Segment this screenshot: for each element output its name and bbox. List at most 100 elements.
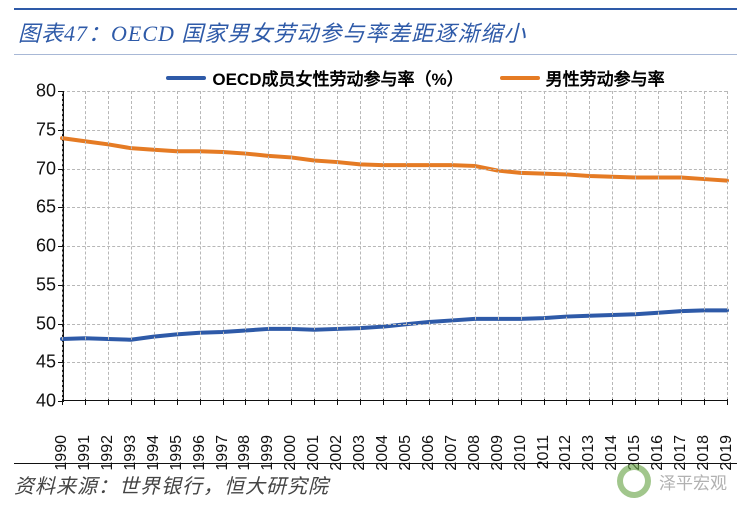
legend-item-male: 男性劳动参与率 <box>500 65 665 90</box>
gridline-horizontal <box>62 362 727 363</box>
watermark-icon <box>617 464 651 498</box>
x-tick-mark <box>452 399 453 405</box>
x-tick-mark <box>681 399 682 405</box>
x-tick-mark <box>85 399 86 405</box>
gridline-horizontal <box>62 169 727 170</box>
gridline-vertical <box>498 91 499 400</box>
x-tick-mark <box>383 399 384 405</box>
x-tick-label: 1994 <box>145 435 163 471</box>
gridline-vertical <box>452 91 453 400</box>
x-tick-label: 1996 <box>191 435 209 471</box>
x-tick-label: 2004 <box>374 435 392 471</box>
gridline-vertical <box>131 91 132 400</box>
gridline-horizontal <box>62 91 727 92</box>
gridline-horizontal <box>62 130 727 131</box>
gridline-vertical <box>681 91 682 400</box>
x-tick-label: 1998 <box>236 435 254 471</box>
x-tick-label: 2008 <box>466 435 484 471</box>
y-tick-label: 70 <box>14 158 56 179</box>
x-tick-label: 1995 <box>168 435 186 471</box>
gridline-vertical <box>154 91 155 400</box>
x-tick-mark <box>727 399 728 405</box>
x-tick-mark <box>406 399 407 405</box>
x-tick-mark <box>589 399 590 405</box>
legend-label-female: OECD成员女性劳动参与率（%） <box>212 65 463 90</box>
gridline-vertical <box>589 91 590 400</box>
x-tick-mark <box>566 399 567 405</box>
x-tick-label: 1993 <box>122 435 140 471</box>
gridline-horizontal <box>62 246 727 247</box>
gridline-vertical <box>108 91 109 400</box>
x-tick-label: 2003 <box>351 435 369 471</box>
gridline-vertical <box>223 91 224 400</box>
x-tick-label: 2009 <box>489 435 507 471</box>
x-tick-mark <box>268 399 269 405</box>
y-tick-mark <box>58 246 64 247</box>
x-tick-mark <box>291 399 292 405</box>
gridline-vertical <box>566 91 567 400</box>
gridline-vertical <box>245 91 246 400</box>
x-tick-mark <box>314 399 315 405</box>
y-tick-mark <box>58 401 64 402</box>
x-tick-mark <box>154 399 155 405</box>
x-tick-label: 1999 <box>259 435 277 471</box>
x-tick-mark <box>612 399 613 405</box>
gridline-vertical <box>360 91 361 400</box>
x-tick-mark <box>498 399 499 405</box>
title-row: 图表47：OECD 国家男女劳动参与率差距逐渐缩小 <box>14 8 737 55</box>
y-tick-mark <box>58 169 64 170</box>
y-tick-label: 75 <box>14 119 56 140</box>
gridline-vertical <box>704 91 705 400</box>
gridline-horizontal <box>62 285 727 286</box>
legend: OECD成员女性劳动参与率（%） 男性劳动参与率 <box>114 65 717 90</box>
watermark-text: 泽平宏观 <box>659 469 727 494</box>
x-tick-label: 1992 <box>99 435 117 471</box>
x-tick-label: 2000 <box>282 435 300 471</box>
gridline-vertical <box>475 91 476 400</box>
gridline-vertical <box>85 91 86 400</box>
y-tick-label: 80 <box>14 81 56 102</box>
gridline-vertical <box>635 91 636 400</box>
gridline-vertical <box>521 91 522 400</box>
x-tick-mark <box>658 399 659 405</box>
gridline-vertical <box>200 91 201 400</box>
plot-area <box>62 91 727 401</box>
gridline-vertical <box>268 91 269 400</box>
x-tick-label: 2011 <box>535 435 553 469</box>
y-tick-mark <box>58 362 64 363</box>
y-tick-label: 60 <box>14 236 56 257</box>
series-line <box>62 138 727 180</box>
y-tick-label: 50 <box>14 313 56 334</box>
x-tick-mark <box>475 399 476 405</box>
x-tick-label: 1997 <box>214 435 232 471</box>
series-line <box>62 310 727 339</box>
y-tick-mark <box>58 285 64 286</box>
gridline-horizontal <box>62 324 727 325</box>
x-tick-mark <box>108 399 109 405</box>
x-tick-mark <box>200 399 201 405</box>
gridline-vertical <box>177 91 178 400</box>
y-tick-mark <box>58 130 64 131</box>
y-tick-mark <box>58 324 64 325</box>
gridline-vertical <box>337 91 338 400</box>
x-tick-label: 2006 <box>420 435 438 471</box>
x-tick-mark <box>337 399 338 405</box>
x-tick-label: 2002 <box>328 435 346 471</box>
x-tick-label: 1991 <box>76 435 94 471</box>
gridline-vertical <box>658 91 659 400</box>
x-tick-mark <box>245 399 246 405</box>
source-text: 资料来源：世界银行，恒大研究院 <box>14 476 329 498</box>
legend-item-female: OECD成员女性劳动参与率（%） <box>166 65 463 90</box>
x-tick-mark <box>544 399 545 405</box>
y-tick-label: 40 <box>14 391 56 412</box>
x-tick-mark <box>635 399 636 405</box>
x-tick-mark <box>521 399 522 405</box>
x-tick-label: 2007 <box>443 435 461 471</box>
gridline-vertical <box>383 91 384 400</box>
y-tick-label: 45 <box>14 352 56 373</box>
x-tick-label: 2005 <box>397 435 415 471</box>
x-tick-mark <box>177 399 178 405</box>
x-tick-mark <box>223 399 224 405</box>
x-tick-label: 2001 <box>305 435 323 471</box>
gridline-vertical <box>406 91 407 400</box>
